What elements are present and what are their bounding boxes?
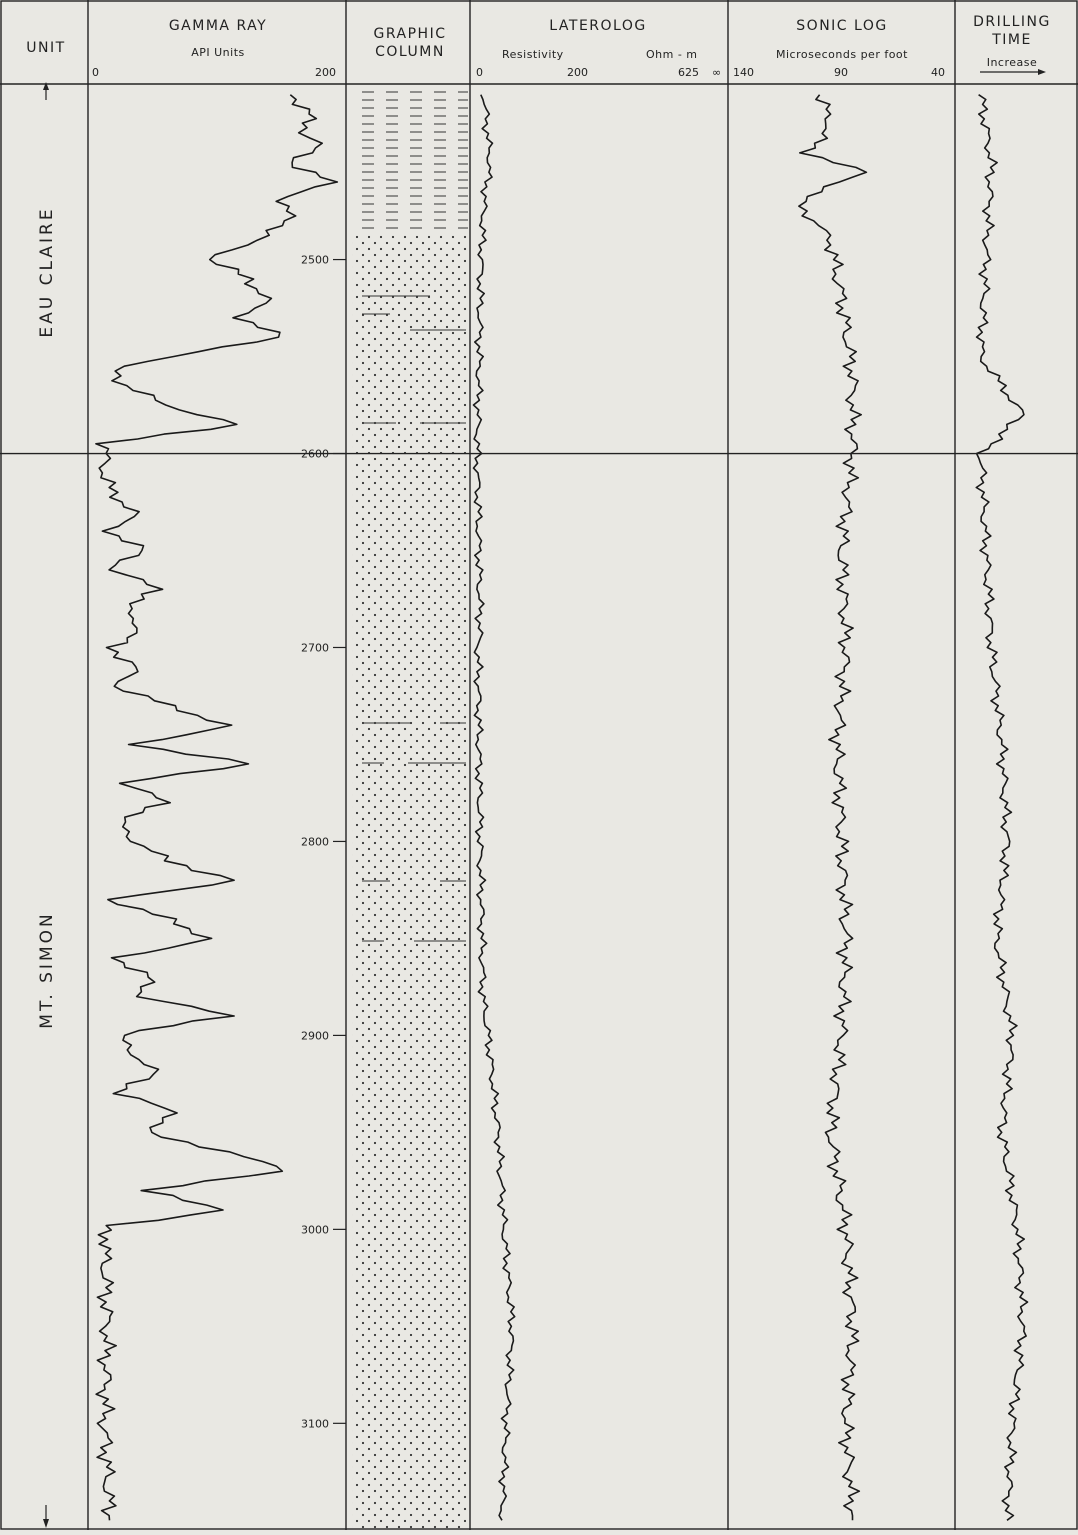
- shale-interval: [352, 86, 468, 234]
- sonic-tick-140: 140: [733, 66, 754, 79]
- sonic-tick-40: 40: [931, 66, 945, 79]
- drilling-time-curve: [975, 94, 1029, 1521]
- laterolog-tick-infinity: ∞: [712, 66, 721, 79]
- sonic-log-curve: [798, 94, 868, 1521]
- gamma-ray-max-label: 200: [315, 66, 336, 79]
- lithology-shale-lenses: [362, 295, 466, 942]
- laterolog-title: LATEROLOG: [549, 18, 646, 34]
- graphic-column-title-1: GRAPHIC: [374, 26, 447, 42]
- gamma-ray-units: API Units: [191, 46, 245, 59]
- laterolog-tick-200: 200: [567, 66, 588, 79]
- unit-arrow-down-icon: [43, 1519, 49, 1528]
- drilling-time-title-2: TIME: [991, 32, 1032, 48]
- depth-tick-label: 2800: [301, 835, 329, 848]
- gamma-ray-min-label: 0: [92, 66, 99, 79]
- sonic-log-units: Microseconds per foot: [776, 48, 908, 61]
- gamma-ray-title: GAMMA RAY: [169, 18, 267, 34]
- unit-label-mt-simon: MT. SIMON: [37, 911, 57, 1028]
- drilling-time-title-1: DRILLING: [973, 14, 1051, 30]
- sonic-log-title: SONIC LOG: [796, 18, 887, 34]
- laterolog-tick-625: 625: [678, 66, 699, 79]
- laterolog-tick-0: 0: [476, 66, 483, 79]
- unit-header: UNIT: [26, 40, 65, 56]
- unit-arrow-up-icon: [43, 82, 49, 90]
- laterolog-curve: [472, 94, 516, 1521]
- depth-tick-label: 2700: [301, 641, 329, 654]
- gamma-ray-curve: [95, 94, 339, 1521]
- sonic-tick-90: 90: [834, 66, 848, 79]
- increase-arrow-icon: [1038, 69, 1046, 75]
- graphic-column-title-2: COLUMN: [375, 44, 445, 60]
- laterolog-resistivity-label: Resistivity: [502, 48, 564, 61]
- depth-tick-label: 3100: [301, 1417, 329, 1430]
- unit-label-eau-claire: EAU CLAIRE: [37, 206, 57, 337]
- depth-tick-label: 3000: [301, 1223, 329, 1236]
- depth-tick-label: 2500: [301, 254, 329, 267]
- drilling-time-increase-label: Increase: [987, 56, 1038, 69]
- sandstone-interval: [352, 234, 468, 1530]
- log-curves: [95, 94, 1029, 1521]
- depth-tick-label: 2900: [301, 1029, 329, 1042]
- laterolog-ohm-label: Ohm - m: [646, 48, 698, 61]
